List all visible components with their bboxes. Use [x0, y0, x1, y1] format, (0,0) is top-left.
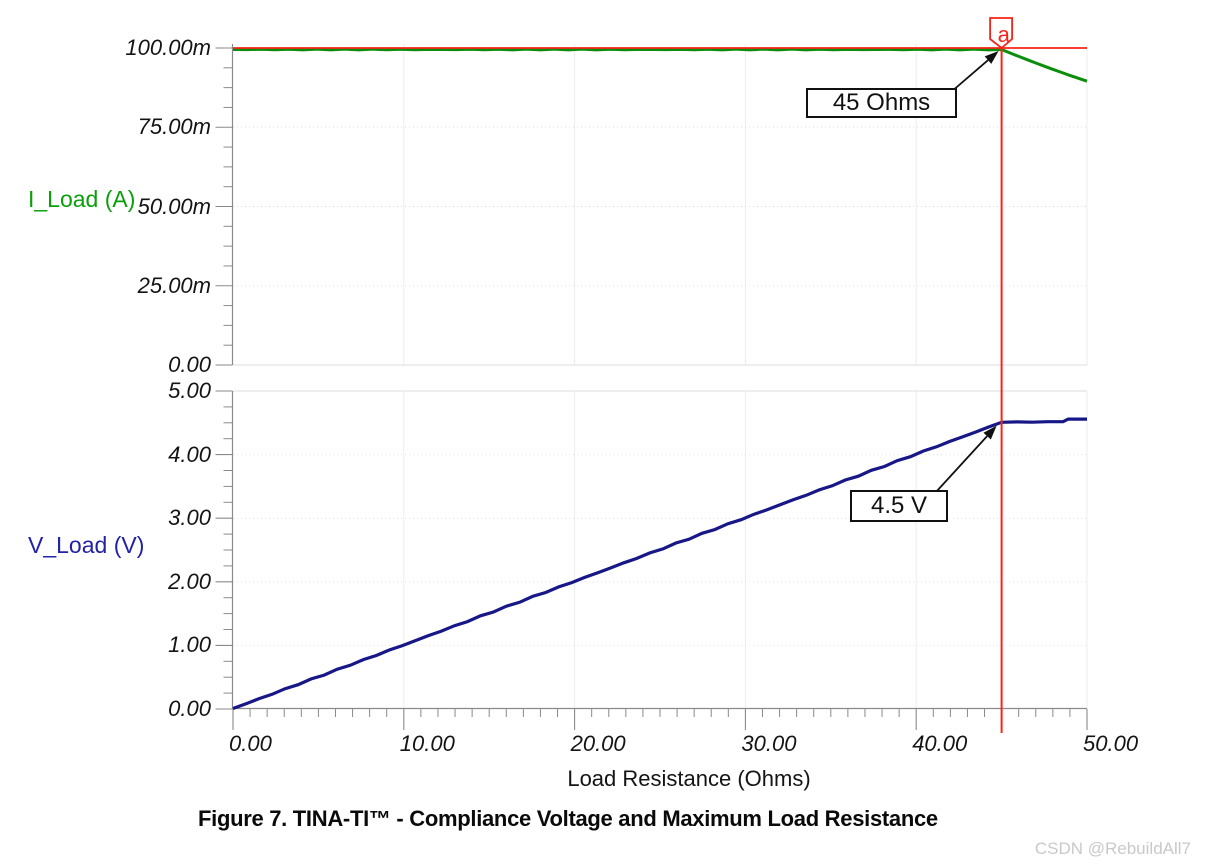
callout-45-ohms: 45 Ohms — [806, 88, 957, 118]
watermark: CSDN @RebuildAll7 — [1034, 839, 1191, 858]
cursor-flag-label: a — [998, 22, 1011, 47]
i-load-trace — [232, 47, 1088, 83]
annotation-arrow-line — [950, 59, 989, 93]
y-axis-title-voltage: V_Load (V) — [28, 532, 145, 558]
callout-4-5-v: 4.5 V — [850, 490, 948, 522]
annotation-arrow-line — [935, 435, 988, 493]
v-load-trace — [232, 417, 1087, 711]
annotation-arrow-head — [983, 425, 997, 440]
x-axis-title: Load Resistance (Ohms) — [567, 766, 811, 791]
cursor-flag[interactable] — [989, 17, 1013, 50]
figure-caption: Figure 7. TINA-TI™ - Compliance Voltage … — [198, 806, 938, 831]
y-axis-title-current: I_Load (A) — [28, 186, 136, 212]
annotation-arrow-head — [984, 51, 999, 64]
